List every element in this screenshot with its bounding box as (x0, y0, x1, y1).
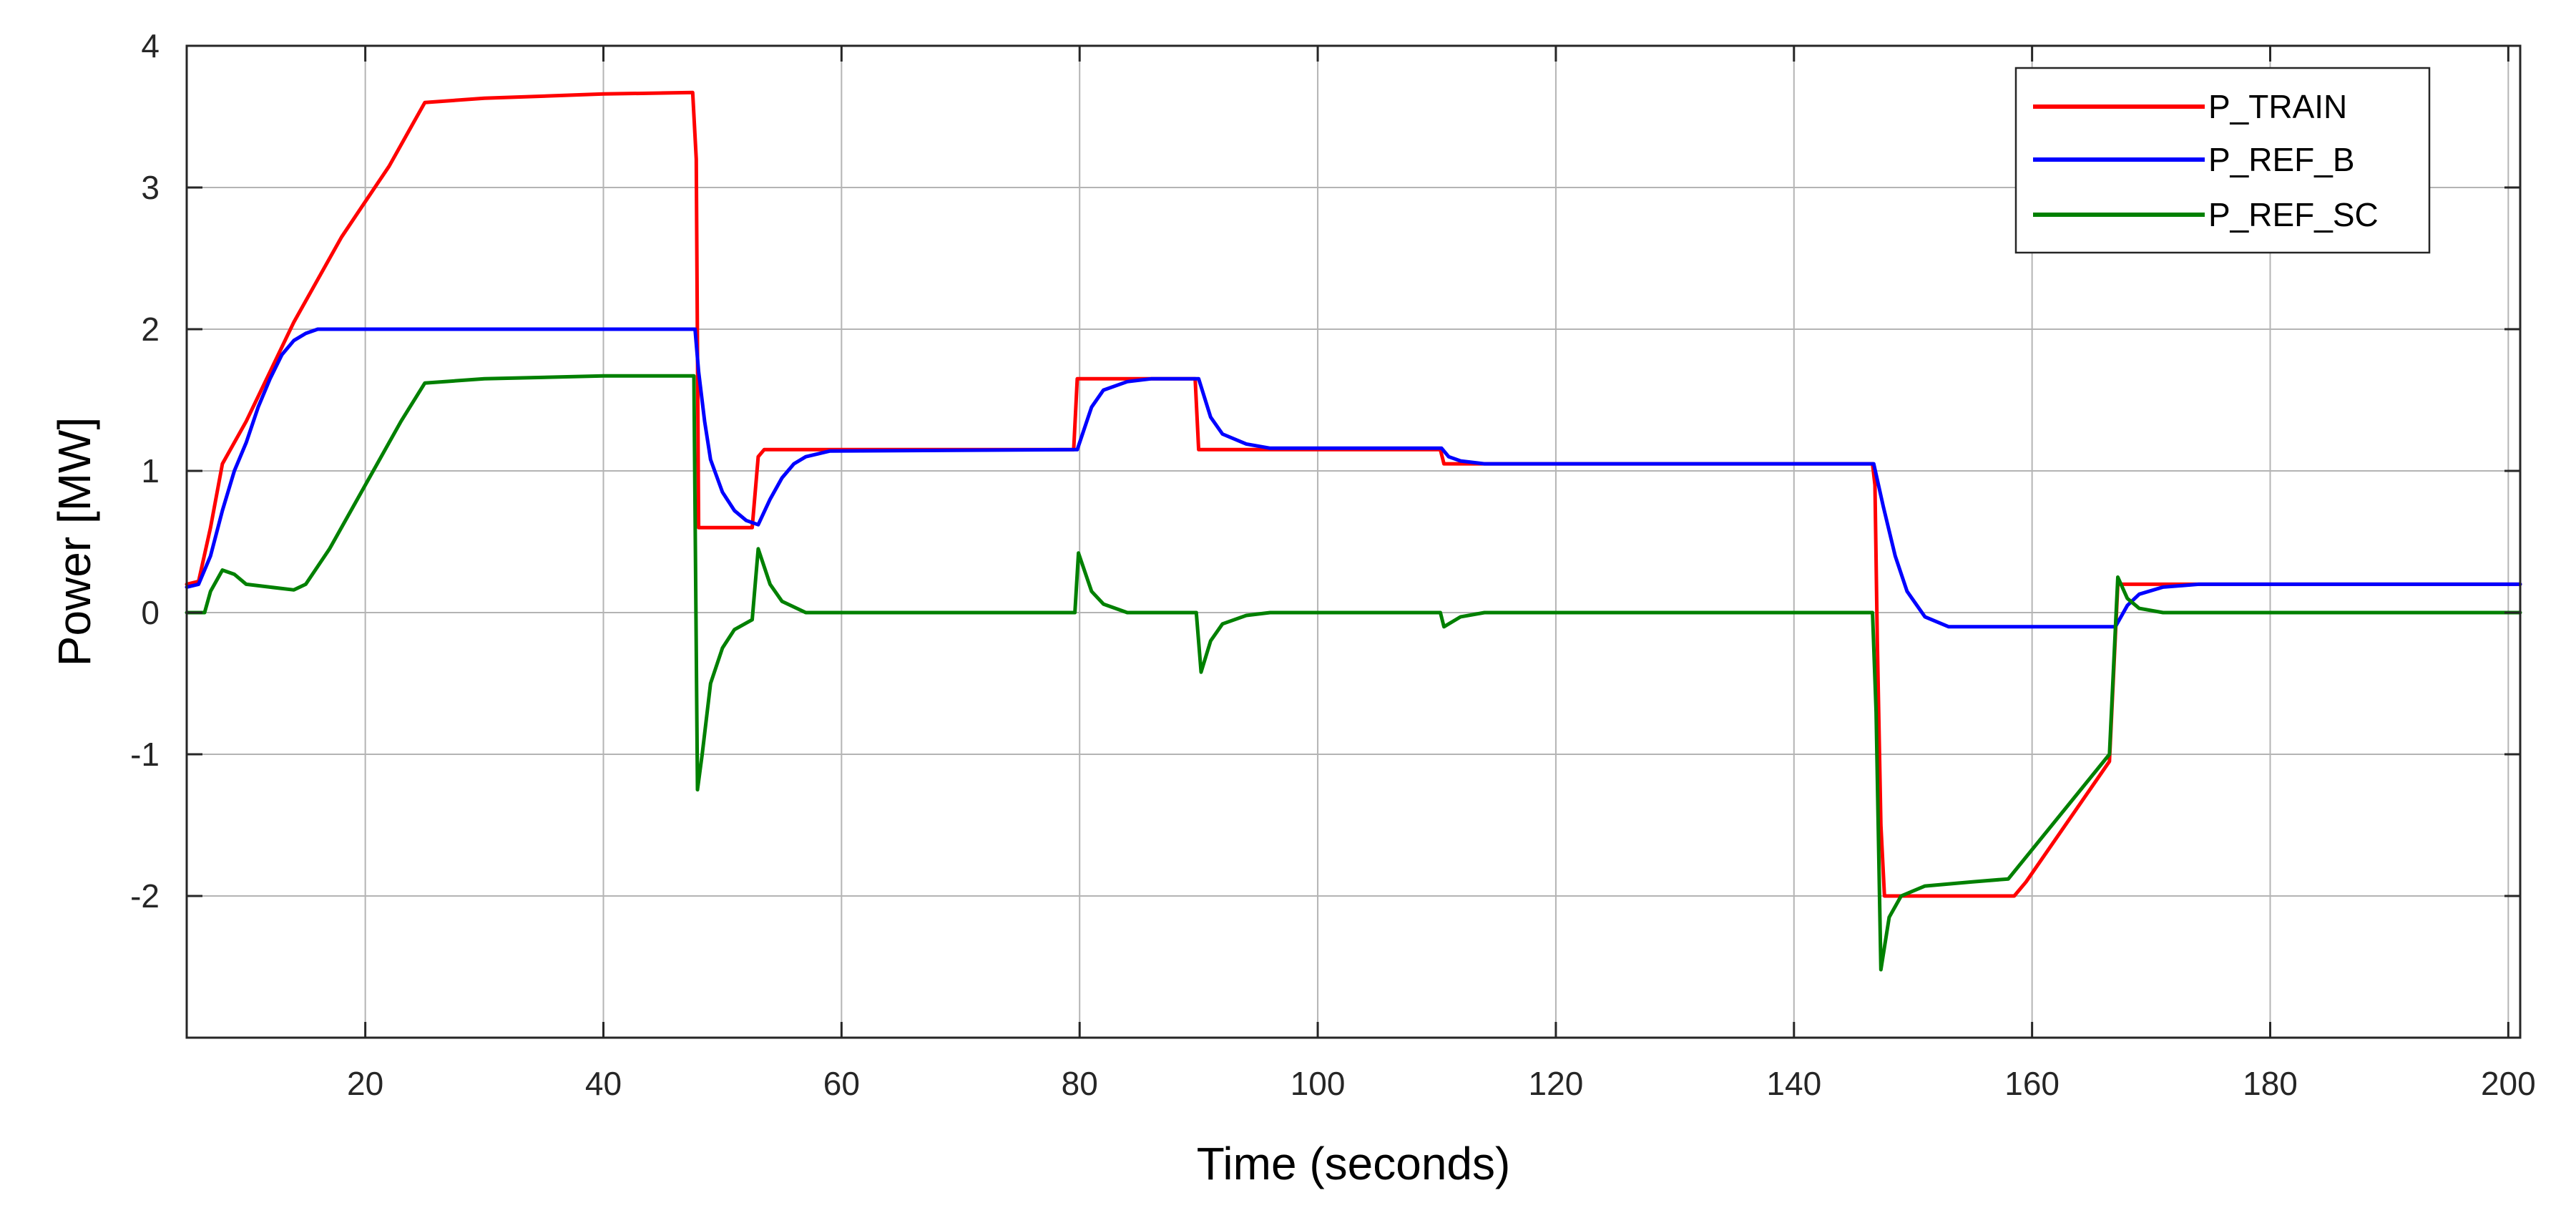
y-tick-label: 4 (141, 27, 160, 64)
y-tick-label: 1 (141, 452, 160, 489)
x-tick-label: 160 (2004, 1065, 2060, 1102)
x-tick-label: 60 (823, 1065, 860, 1102)
y-tick-label: 2 (141, 311, 160, 348)
x-axis-title: Time (seconds) (1197, 1138, 1511, 1189)
x-tick-label: 20 (347, 1065, 383, 1102)
legend-label-p-train: P_TRAIN (2208, 88, 2347, 125)
legend-label-p-ref-sc: P_REF_SC (2208, 196, 2379, 233)
y-axis-ticks: -2 -1 0 1 2 3 4 (130, 27, 2520, 1039)
series-line-p-ref-b (185, 327, 2522, 629)
plot-frame (185, 44, 2522, 1039)
x-tick-label: 80 (1062, 1065, 1098, 1102)
y-tick-label: 3 (141, 169, 160, 206)
x-tick-label: 40 (585, 1065, 622, 1102)
x-axis-ticks: 20 40 60 80 100 120 140 160 180 200 (347, 46, 2536, 1102)
y-axis-title: Power [MW] (49, 417, 100, 666)
legend: P_TRAIN P_REF_B P_REF_SC (2014, 67, 2431, 254)
y-tick-label: -1 (130, 736, 160, 773)
series-layer (185, 90, 2522, 972)
series-line-p-train (185, 90, 2522, 898)
series-line-p-ref-sc (185, 374, 2522, 972)
x-tick-label: 120 (1529, 1065, 1584, 1102)
legend-label-p-ref-b: P_REF_B (2208, 141, 2355, 178)
x-tick-label: 200 (2481, 1065, 2536, 1102)
x-tick-label: 140 (1766, 1065, 1821, 1102)
y-tick-label: -2 (130, 877, 160, 915)
x-tick-label: 180 (2243, 1065, 2298, 1102)
x-tick-label: 100 (1291, 1065, 1346, 1102)
y-tick-label: 0 (141, 594, 160, 631)
